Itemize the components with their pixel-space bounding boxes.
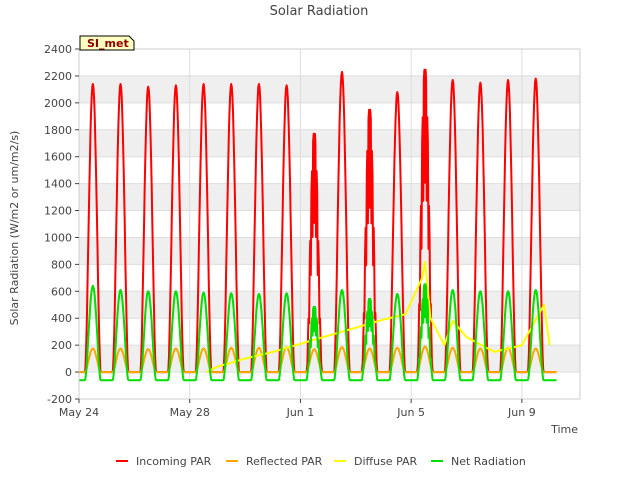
y-tick-label: 2200 <box>44 70 72 83</box>
y-tick-label: 1800 <box>44 124 72 137</box>
y-tick-label: 2000 <box>44 97 72 110</box>
y-tick-label: 800 <box>51 258 72 271</box>
x-ticks: May 24 May 28 Jun 1 Jun 5 Jun 9 <box>59 399 536 419</box>
chart-title: Solar Radiation <box>270 4 369 19</box>
x-axis-label: Time <box>550 423 578 436</box>
y-ticks: -200 0 200 400 600 800 1000 1200 1400 1600 1800 200… <box>44 43 79 406</box>
y-tick-label: 600 <box>51 285 72 298</box>
grid-band <box>79 75 580 103</box>
series-layer <box>78 68 557 382</box>
legend-label: Diffuse PAR <box>354 455 418 468</box>
series-line-reflected-par <box>78 345 557 374</box>
grid-band <box>79 129 580 157</box>
plot-background <box>79 49 580 399</box>
y-tick-label: 1200 <box>44 205 72 218</box>
y-tick-label: 200 <box>51 339 72 352</box>
axes <box>78 48 581 400</box>
grid-band <box>79 183 580 211</box>
y-tick-label: 0 <box>65 366 72 379</box>
legend: Incoming PAR Reflected PAR Diffuse PAR Net … <box>116 455 526 468</box>
legend-label: Net Radiation <box>451 455 526 468</box>
x-tick-label: May 28 <box>170 406 210 419</box>
y-tick-label: 1400 <box>44 178 72 191</box>
x-tick-label: May 24 <box>59 406 99 419</box>
grid-band <box>79 345 580 373</box>
plot-area <box>79 49 580 399</box>
y-tick-label: 1000 <box>44 231 72 244</box>
station-badge-label: SI_met <box>87 37 129 50</box>
legend-label: Reflected PAR <box>246 455 323 468</box>
y-tick-label: 400 <box>51 312 72 325</box>
grid-band <box>79 291 580 319</box>
station-badge-box <box>79 35 135 51</box>
y-axis-label: Solar Radiation (W/m2 or um/m2/s) <box>8 131 21 326</box>
y-tick-label: 1600 <box>44 151 72 164</box>
plot-frame <box>78 48 581 400</box>
series-line-diffuse-par <box>205 260 551 373</box>
legend-label: Incoming PAR <box>136 455 212 468</box>
series-line-net-radiation <box>78 283 557 382</box>
y-tick-label: -200 <box>47 393 72 406</box>
x-tick-label: Jun 9 <box>507 406 536 419</box>
x-tick-label: Jun 1 <box>286 406 315 419</box>
station-badge: SI_met <box>79 35 135 51</box>
x-tick-label: Jun 5 <box>396 406 425 419</box>
grid-band <box>79 237 580 265</box>
y-tick-label: 2400 <box>44 43 72 56</box>
